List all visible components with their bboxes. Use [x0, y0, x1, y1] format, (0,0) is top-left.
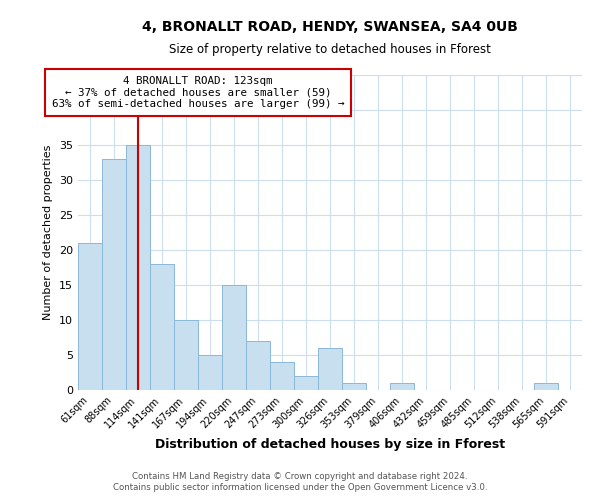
Bar [126, 145, 150, 390]
Bar [78, 243, 102, 390]
X-axis label: Distribution of detached houses by size in Fforest: Distribution of detached houses by size … [155, 438, 505, 451]
Bar [102, 159, 126, 390]
Bar [246, 341, 270, 390]
Bar [342, 383, 366, 390]
Bar [294, 376, 318, 390]
Bar [222, 285, 246, 390]
Text: Size of property relative to detached houses in Fforest: Size of property relative to detached ho… [169, 42, 491, 56]
Bar [270, 362, 294, 390]
Bar [198, 355, 222, 390]
Bar [150, 264, 174, 390]
Y-axis label: Number of detached properties: Number of detached properties [43, 145, 53, 320]
Text: 4 BRONALLT ROAD: 123sqm
← 37% of detached houses are smaller (59)
63% of semi-de: 4 BRONALLT ROAD: 123sqm ← 37% of detache… [52, 76, 344, 109]
Text: 4, BRONALLT ROAD, HENDY, SWANSEA, SA4 0UB: 4, BRONALLT ROAD, HENDY, SWANSEA, SA4 0U… [142, 20, 518, 34]
Text: Contains public sector information licensed under the Open Government Licence v3: Contains public sector information licen… [113, 484, 487, 492]
Bar [534, 383, 558, 390]
Bar [174, 320, 198, 390]
Text: Contains HM Land Registry data © Crown copyright and database right 2024.: Contains HM Land Registry data © Crown c… [132, 472, 468, 481]
Bar [318, 348, 342, 390]
Bar [390, 383, 414, 390]
